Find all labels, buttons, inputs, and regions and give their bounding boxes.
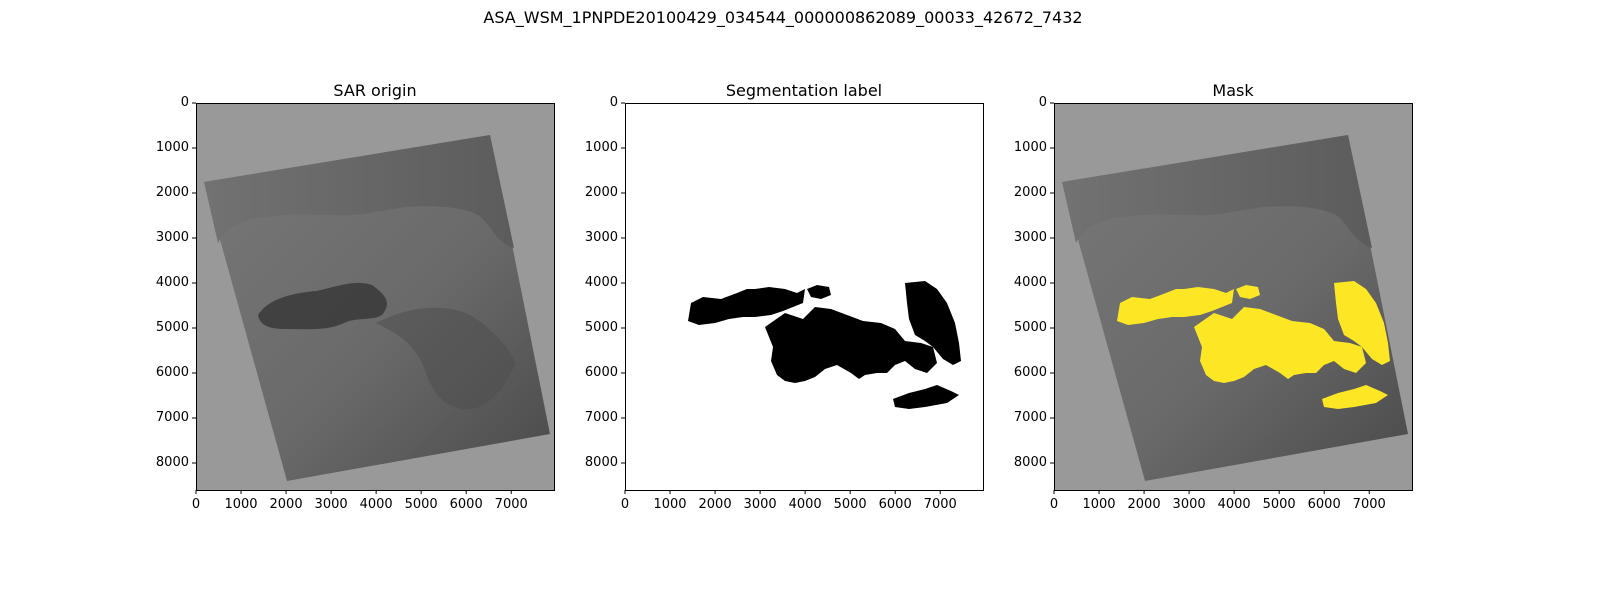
mask-oil-region-south [1322, 385, 1388, 409]
mask-x-tick-label: 0 [1049, 497, 1059, 512]
segmentation-label-x-tick-label: 2000 [698, 497, 732, 512]
mask-y-tick-label: 0 [1038, 95, 1047, 110]
panel-title-mask: Mask [1212, 81, 1254, 100]
mask-y-tick-label: 1000 [1013, 140, 1047, 155]
mask-panel [1054, 103, 1412, 490]
segmentation-label-x-tick-label: 3000 [743, 497, 777, 512]
sar-origin-x-tick-label: 5000 [404, 497, 438, 512]
oil-region-east [905, 281, 961, 365]
segmentation-label-y-tick-label: 6000 [584, 365, 618, 380]
segmentation-label-y-tick-label: 4000 [584, 275, 618, 290]
segmentation-label-y-tick-label: 7000 [584, 410, 618, 425]
sar-origin-x-tick-label: 6000 [449, 497, 483, 512]
sar-origin-x-tick-label: 3000 [314, 497, 348, 512]
sar-dark-streaks [376, 307, 516, 410]
sar-origin-y-tick-label: 3000 [155, 230, 189, 245]
mask-oil-region-west [1117, 287, 1234, 325]
mask-x-tick-label: 6000 [1307, 497, 1341, 512]
mask-x-tick-label: 4000 [1217, 497, 1251, 512]
oil-region-central [765, 307, 937, 383]
sar-origin-y-tick-label: 7000 [155, 410, 189, 425]
mask-axes-frame [1054, 103, 1413, 491]
sar-origin-y-tick-label: 2000 [155, 185, 189, 200]
sar-origin-x-tick-label: 1000 [224, 497, 258, 512]
mask-y-tick-label: 5000 [1013, 320, 1047, 335]
segmentation-label-y-tick-label: 8000 [584, 455, 618, 470]
mask-oil-regions [1117, 281, 1390, 409]
segmentation-label-y-tick-label: 0 [609, 95, 618, 110]
mask-y-tick-label: 6000 [1013, 365, 1047, 380]
segmentation-label-x-tick-label: 5000 [833, 497, 867, 512]
sar-origin-panel [196, 103, 554, 490]
segmentation-label-x-tick-label: 7000 [923, 497, 957, 512]
sar-land-area [204, 135, 514, 248]
mask-oil-region-small-north [1236, 285, 1260, 299]
sar-origin-x-tick-label: 2000 [269, 497, 303, 512]
segmentation-label-y-tick-label: 2000 [584, 185, 618, 200]
mask-x-tick-label: 2000 [1127, 497, 1161, 512]
panel-title-sar-origin: SAR origin [333, 81, 417, 100]
mask-oil-region-east [1334, 281, 1390, 365]
mask-swath-sea [1062, 135, 1408, 481]
segmentation-label-x-tick-label: 6000 [878, 497, 912, 512]
sar-origin-x-tick-label: 0 [191, 497, 201, 512]
mask-y-tick-label: 4000 [1013, 275, 1047, 290]
mask-x-tick-label: 5000 [1262, 497, 1296, 512]
sar-origin-y-tick-label: 5000 [155, 320, 189, 335]
sar-origin-axes-frame [196, 103, 555, 491]
sar-oil-slick [258, 282, 387, 330]
oil-region-west [688, 287, 805, 325]
mask-x-tick-label: 7000 [1352, 497, 1386, 512]
mask-x-tick-label: 1000 [1082, 497, 1116, 512]
segmentation-label-y-tick-label: 5000 [584, 320, 618, 335]
segmentation-label-panel [625, 103, 983, 490]
segmentation-label-axes-frame [625, 103, 984, 491]
sar-origin-y-tick-label: 8000 [155, 455, 189, 470]
sar-origin-y-tick-label: 4000 [155, 275, 189, 290]
mask-y-tick-label: 8000 [1013, 455, 1047, 470]
oil-region-small-north [807, 285, 831, 299]
segmentation-label-x-tick-label: 1000 [653, 497, 687, 512]
segmentation-label-y-tick-label: 3000 [584, 230, 618, 245]
label-oil-regions [688, 281, 961, 409]
mask-y-tick-label: 3000 [1013, 230, 1047, 245]
oil-region-south [893, 385, 959, 409]
figure-title: ASA_WSM_1PNPDE20100429_034544_0000008620… [483, 8, 1083, 27]
segmentation-label-x-tick-label: 0 [620, 497, 630, 512]
sar-origin-y-tick-label: 0 [180, 95, 189, 110]
mask-land-area [1062, 135, 1372, 248]
sar-origin-y-tick-label: 1000 [155, 140, 189, 155]
axes-layer [192, 102, 1413, 494]
sar-origin-x-tick-label: 7000 [494, 497, 528, 512]
mask-y-tick-label: 7000 [1013, 410, 1047, 425]
mask-y-tick-label: 2000 [1013, 185, 1047, 200]
sar-swath [204, 135, 550, 481]
mask-sar-underlay [1062, 135, 1408, 481]
mask-x-tick-label: 3000 [1172, 497, 1206, 512]
panel-title-segmentation-label: Segmentation label [725, 81, 883, 100]
sar-origin-y-tick-label: 6000 [155, 365, 189, 380]
segmentation-label-y-tick-label: 1000 [584, 140, 618, 155]
segmentation-label-x-tick-label: 4000 [788, 497, 822, 512]
mask-oil-region-central [1194, 307, 1366, 383]
sar-origin-x-tick-label: 4000 [359, 497, 393, 512]
